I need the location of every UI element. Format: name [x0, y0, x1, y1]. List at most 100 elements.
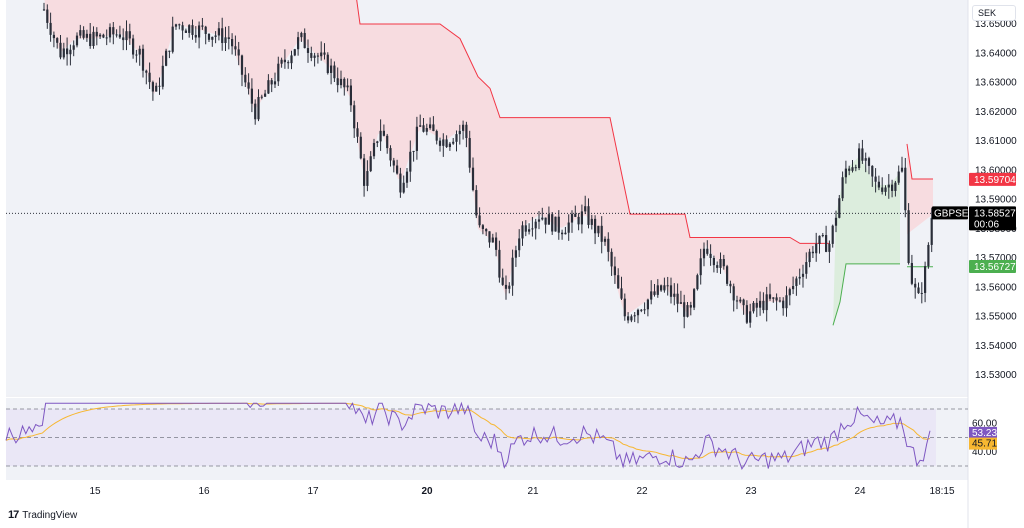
candle — [247, 73, 250, 95]
candle — [501, 268, 504, 286]
candle — [488, 231, 491, 248]
candle — [788, 287, 791, 306]
candle — [118, 25, 121, 39]
candle — [841, 171, 844, 202]
candle — [871, 165, 874, 187]
candle — [396, 159, 399, 175]
candle — [679, 290, 682, 304]
candle — [613, 256, 616, 284]
candle — [178, 23, 181, 30]
candle — [310, 46, 313, 62]
candle — [914, 278, 917, 299]
candle — [587, 198, 590, 229]
candle — [640, 308, 643, 313]
candle — [495, 232, 498, 257]
candle — [805, 252, 808, 279]
candle — [590, 214, 593, 230]
candle — [623, 293, 626, 321]
candle — [66, 37, 69, 66]
rsi-line — [5, 401, 931, 471]
price-tick-label: 13.60000 — [975, 165, 1017, 176]
candle — [132, 34, 135, 59]
candle — [554, 216, 557, 232]
candle — [541, 207, 544, 221]
candle — [201, 17, 204, 30]
brand-name: TradingView — [22, 509, 78, 521]
candle — [762, 292, 765, 314]
candle — [214, 31, 217, 44]
candle — [194, 26, 197, 43]
candle — [867, 156, 871, 175]
candle — [445, 135, 448, 148]
candle — [122, 28, 125, 51]
candle — [254, 99, 257, 125]
candle — [92, 26, 95, 49]
candle — [729, 280, 732, 294]
candle — [366, 160, 369, 192]
candle — [693, 288, 696, 311]
candle — [448, 141, 451, 151]
candle — [930, 207, 933, 253]
candle — [227, 26, 230, 50]
svg-text:00:06: 00:06 — [974, 219, 999, 230]
candle — [666, 276, 669, 296]
candle — [726, 264, 729, 286]
candle — [732, 283, 735, 312]
candle — [419, 114, 422, 127]
candle — [105, 29, 108, 46]
candle — [409, 140, 412, 182]
upper-band-fill-2 — [907, 143, 933, 235]
candle — [815, 232, 818, 262]
candle — [349, 79, 352, 112]
candle — [537, 210, 541, 230]
candle — [617, 268, 620, 289]
svg-text:45.71: 45.71 — [972, 439, 997, 450]
candle — [706, 240, 709, 256]
candle — [564, 226, 567, 235]
candle — [369, 151, 372, 173]
candle — [689, 301, 692, 316]
upper-band-badge: 13.59704 — [969, 172, 1016, 186]
candle — [231, 33, 234, 55]
candle — [174, 23, 178, 30]
candle — [458, 124, 461, 145]
candle — [742, 298, 745, 315]
candle — [653, 283, 656, 297]
candle — [567, 214, 570, 241]
candle — [128, 23, 131, 45]
candle — [283, 49, 286, 69]
candle — [224, 26, 227, 51]
price-tick-label: 13.56000 — [975, 282, 1017, 293]
candle — [828, 240, 831, 263]
time-tick-label: 17 — [307, 486, 319, 497]
price-tick-label: 13.57000 — [975, 253, 1017, 264]
candle — [627, 312, 630, 324]
candle — [198, 21, 201, 49]
candle — [891, 179, 894, 198]
candle — [82, 26, 85, 40]
candle — [795, 276, 798, 296]
candle — [920, 282, 923, 304]
candle — [498, 240, 501, 283]
candle — [330, 58, 333, 85]
candle — [785, 286, 788, 317]
price-tick-label: 13.63000 — [975, 78, 1017, 89]
candle — [907, 203, 910, 265]
candle — [597, 225, 600, 237]
candle — [663, 277, 666, 293]
candle — [485, 228, 488, 236]
candle — [56, 37, 59, 49]
candle — [719, 252, 722, 274]
rsi-ma-badge: 45.71 — [969, 437, 997, 450]
candle — [544, 217, 547, 234]
candle — [125, 20, 128, 51]
candle — [924, 261, 927, 303]
candle — [702, 242, 706, 267]
time-tick-label: 18:15 — [929, 486, 954, 497]
currency-label[interactable]: SEK — [972, 5, 1016, 21]
candle — [290, 50, 293, 70]
candle — [306, 39, 310, 63]
candle — [438, 137, 442, 152]
